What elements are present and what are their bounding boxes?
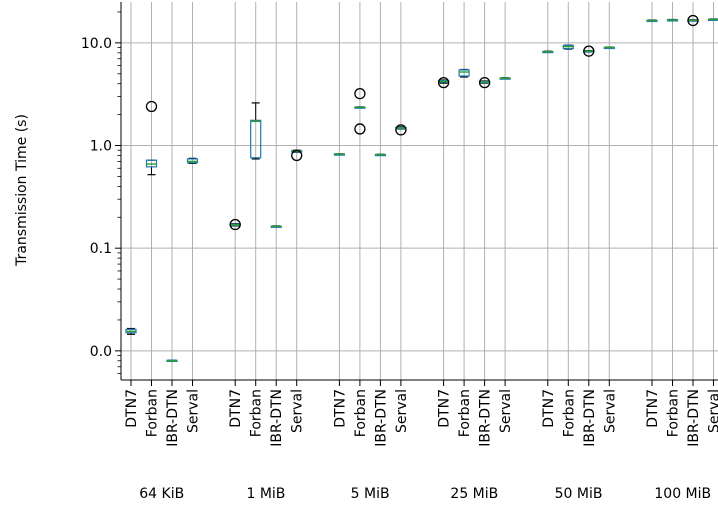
box-25-mib-dtn7 — [437, 76, 450, 89]
x-tick-label: DTN7 — [645, 389, 661, 428]
box-64-kib-forban — [145, 100, 158, 176]
x-tick-label: IBR-DTN — [686, 389, 702, 447]
x-tick-label: DTN7 — [437, 389, 453, 428]
group-label: 25 MiB — [450, 486, 498, 502]
group-label: 50 MiB — [555, 486, 603, 502]
box-100-mib-dtn7 — [646, 19, 658, 23]
box-iqr — [458, 69, 470, 77]
box-50-mib-ibr-dtn — [583, 45, 595, 57]
grid-layer — [121, 2, 718, 380]
box-25-mib-ibr-dtn — [478, 76, 491, 89]
x-tick-label: Serval — [290, 389, 306, 433]
x-tick-label: DTN7 — [124, 389, 140, 428]
x-tick-label: DTN7 — [332, 389, 348, 428]
outlier-point — [354, 123, 366, 135]
group-label: 64 KiB — [139, 486, 184, 502]
outlier-point — [687, 14, 699, 27]
x-tick-label: Forban — [353, 389, 369, 437]
y-tick-label: 0.0 — [90, 344, 112, 360]
x-tick-label: IBR-DTN — [478, 389, 494, 447]
box-50-mib-dtn7 — [542, 50, 554, 54]
box-64-kib-serval — [186, 157, 199, 164]
x-tick-label: Serval — [707, 389, 718, 433]
box-1-mib-forban — [250, 102, 262, 160]
box-64-kib-ibr-dtn — [166, 359, 178, 363]
box-iqr — [250, 119, 262, 159]
x-tick-layer: DTN7 Forban IBR-DTN Serval DTN7 Forban IBR-DTN… — [124, 380, 718, 447]
x-tick-label: DTN7 — [228, 389, 244, 428]
x-tick-label: DTN7 — [541, 389, 557, 428]
y-axis-title: Transmission Time (s) — [14, 114, 30, 267]
x-tick-label: Serval — [186, 389, 202, 433]
x-tick-label: IBR-DTN — [582, 389, 598, 447]
x-tick-label: Forban — [457, 389, 473, 437]
group-label: 5 MiB — [351, 486, 390, 502]
box-1-mib-serval — [291, 149, 303, 162]
group-label: 1 MiB — [246, 486, 285, 502]
outlier-point — [395, 124, 407, 136]
outlier-point — [145, 100, 158, 113]
box-100-mib-ibr-dtn — [687, 14, 699, 27]
group-label: 100 MiB — [654, 486, 711, 502]
box-50-mib-serval — [603, 46, 615, 50]
box-5-mib-ibr-dtn — [374, 153, 386, 157]
outlier-point — [478, 76, 491, 89]
box-25-mib-serval — [499, 77, 511, 80]
y-tick-label: 0.1 — [90, 241, 112, 257]
box-5-mib-forban — [354, 88, 366, 135]
x-tick-label: IBR-DTN — [373, 389, 389, 447]
outlier-point — [437, 76, 450, 89]
outlier-point — [291, 149, 303, 162]
box-100-mib-forban — [666, 18, 679, 22]
x-tick-label: IBR-DTN — [269, 389, 285, 447]
y-tick-label: 1.0 — [90, 139, 112, 155]
x-tick-label: Serval — [498, 389, 514, 433]
box-25-mib-forban — [458, 68, 470, 78]
box-64-kib-dtn7 — [125, 327, 137, 335]
x-tick-label: Forban — [561, 389, 577, 437]
outlier-point — [229, 218, 241, 231]
axis-layer — [120, 2, 718, 381]
x-tick-label: Serval — [394, 389, 410, 433]
x-tick-label: Serval — [602, 389, 618, 433]
box-1-mib-ibr-dtn — [270, 225, 282, 228]
box-100-mib-serval — [707, 18, 718, 21]
box-layer — [125, 14, 718, 363]
outlier-point — [583, 45, 595, 57]
outlier-point — [354, 88, 366, 100]
y-tick-layer: 0.0 0.1 1.0 10.0 — [81, 11, 121, 375]
box-50-mib-forban — [562, 44, 574, 50]
x-tick-label: Forban — [249, 389, 265, 437]
y-tick-label: 10.0 — [81, 36, 112, 52]
group-label-layer: 64 KiB 1 MiB 5 MiB 25 MiB 50 MiB 100 MiB — [139, 486, 711, 502]
box-5-mib-dtn7 — [333, 153, 345, 156]
box-5-mib-serval — [395, 124, 407, 136]
x-tick-label: IBR-DTN — [165, 389, 181, 447]
x-tick-label: Forban — [145, 389, 161, 437]
x-tick-label: Forban — [666, 389, 682, 437]
box-1-mib-dtn7 — [229, 218, 241, 231]
